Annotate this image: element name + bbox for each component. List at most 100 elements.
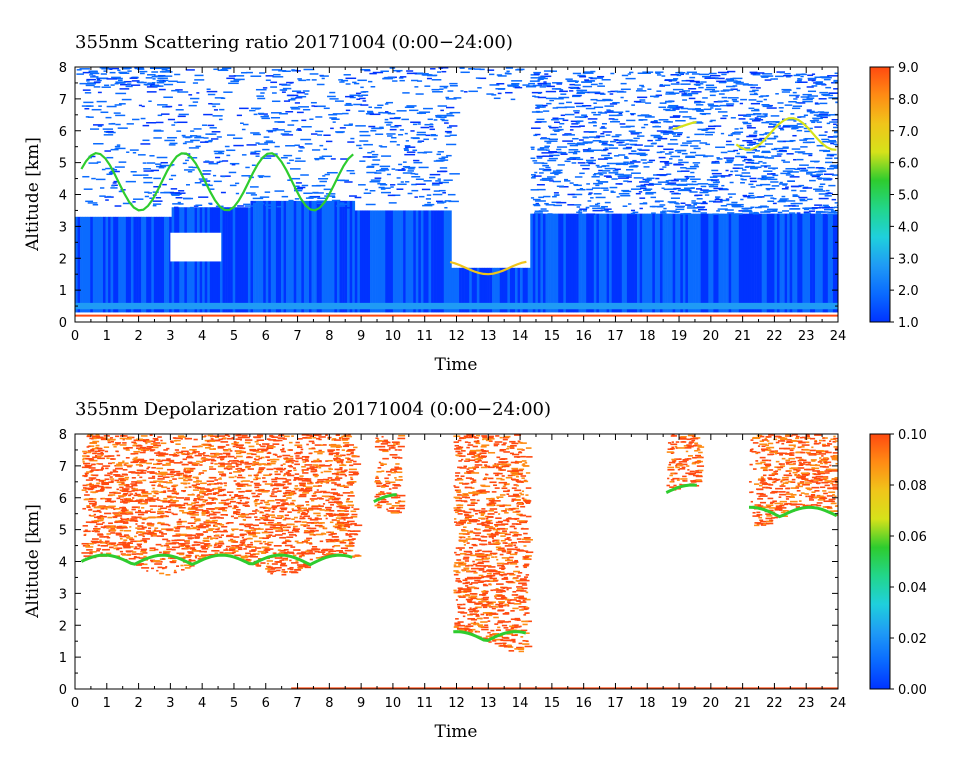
heatmap-cell — [136, 540, 142, 543]
heatmap-cell — [682, 213, 686, 313]
heatmap-cell — [301, 551, 307, 554]
heatmap-cell — [225, 444, 230, 446]
heatmap-cell — [205, 503, 213, 505]
heatmap-cell — [809, 111, 819, 114]
heatmap-cell — [308, 200, 312, 313]
heatmap-cell — [275, 517, 282, 519]
heatmap-cell — [193, 438, 198, 441]
heatmap-cell — [255, 508, 258, 511]
heatmap-cell — [112, 77, 123, 80]
heatmap-cell — [168, 479, 173, 482]
heatmap-cell — [231, 442, 234, 445]
heatmap-cell — [579, 172, 585, 175]
heatmap-cell — [90, 515, 95, 517]
heatmap-cell — [787, 180, 795, 182]
heatmap-cell — [346, 435, 353, 438]
heatmap-cell — [625, 125, 635, 128]
heatmap-cell — [167, 557, 171, 559]
heatmap-cell — [813, 82, 823, 84]
heatmap-cell — [167, 459, 175, 462]
heatmap-cell — [759, 133, 765, 136]
heatmap-cell — [120, 525, 127, 528]
heatmap-cell — [815, 213, 818, 313]
heatmap-cell — [327, 477, 333, 479]
heatmap-cell — [669, 116, 680, 118]
heatmap-cell — [788, 100, 797, 103]
heatmap-cell — [496, 74, 503, 76]
heatmap-cell — [97, 125, 103, 127]
heatmap-cell — [756, 184, 763, 187]
heatmap-cell — [139, 70, 148, 73]
heatmap-cell — [446, 132, 452, 134]
heatmap-cell — [410, 172, 416, 175]
heatmap-cell — [256, 443, 259, 445]
heatmap-cell — [175, 533, 181, 535]
heatmap-cell — [573, 213, 577, 313]
heatmap-cell — [262, 87, 268, 89]
heatmap-cell — [271, 516, 276, 519]
heatmap-cell — [570, 156, 581, 159]
heatmap-cell — [149, 472, 157, 474]
heatmap-cell — [280, 483, 286, 486]
heatmap-cell — [596, 202, 601, 205]
heatmap-cell — [288, 449, 293, 451]
heatmap-cell — [655, 177, 660, 180]
heatmap-cell — [106, 105, 117, 108]
heatmap-cell — [677, 133, 683, 136]
heatmap-cell — [150, 499, 154, 502]
heatmap-cell — [791, 189, 797, 192]
heatmap-cell — [798, 184, 805, 187]
heatmap-cell — [685, 167, 697, 170]
heatmap-cell — [136, 469, 144, 472]
heatmap-cell — [212, 115, 223, 117]
heatmap-cell — [85, 116, 90, 118]
heatmap-cell — [527, 267, 531, 313]
heatmap-cell — [822, 94, 829, 97]
heatmap-cell — [726, 159, 734, 161]
heatmap-cell — [720, 117, 727, 120]
heatmap-cell — [111, 76, 121, 79]
heatmap-cell — [317, 481, 322, 484]
heatmap-cell — [312, 473, 318, 476]
heatmap-cell — [100, 497, 103, 500]
heatmap-cell — [343, 525, 351, 528]
heatmap-cell — [517, 267, 521, 313]
heatmap-cell — [137, 528, 145, 530]
heatmap-cell — [147, 466, 151, 469]
heatmap-cell — [382, 77, 393, 80]
heatmap-cell — [297, 78, 302, 80]
heatmap-cell — [158, 216, 162, 313]
heatmap-cell — [385, 101, 394, 104]
heatmap-cell — [107, 455, 115, 457]
heatmap-cell — [680, 170, 690, 172]
heatmap-cell — [338, 437, 342, 440]
heatmap-cell — [768, 126, 777, 128]
heatmap-cell — [711, 172, 722, 175]
heatmap-cell — [209, 127, 217, 129]
heatmap-cell — [581, 114, 588, 116]
heatmap-cell — [250, 75, 262, 77]
heatmap-cell — [317, 479, 324, 481]
heatmap-cell — [133, 460, 140, 463]
heatmap-cell — [183, 474, 187, 477]
heatmap-cell — [369, 180, 379, 183]
heatmap-cell — [261, 456, 265, 459]
heatmap-cell — [337, 524, 342, 527]
heatmap-cell — [345, 102, 352, 105]
heatmap-cell — [749, 180, 757, 183]
heatmap-cell — [146, 570, 149, 572]
heatmap-cell — [162, 164, 173, 167]
heatmap-cell — [598, 169, 604, 172]
heatmap-cell — [333, 439, 341, 441]
heatmap-cell — [282, 487, 287, 489]
heatmap-cell — [120, 489, 124, 492]
heatmap-cell — [120, 83, 131, 86]
heatmap-cell — [184, 545, 191, 547]
heatmap-cell — [129, 77, 138, 79]
heatmap-cell — [256, 439, 265, 442]
heatmap-cell — [329, 550, 337, 552]
heatmap-cell — [703, 213, 707, 313]
heatmap-cell — [329, 91, 336, 94]
heatmap-cell — [406, 105, 417, 107]
heatmap-cell — [183, 469, 186, 471]
